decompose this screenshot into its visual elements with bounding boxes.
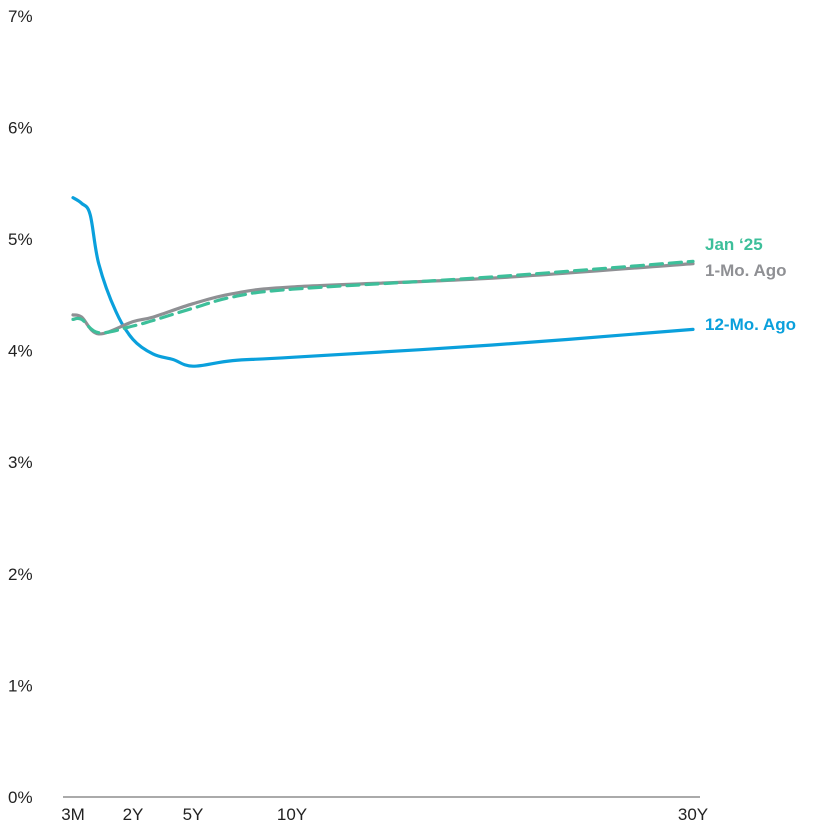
series-line-12-mo-ago: [71, 196, 695, 368]
series-line-jan-25: [71, 259, 695, 335]
y-tick-label: 4%: [8, 342, 33, 361]
y-tick-label: 6%: [8, 118, 33, 137]
series-labels: Jan ‘25 1-Mo. Ago 12-Mo. Ago: [705, 235, 796, 334]
x-tick-label: 10Y: [277, 805, 307, 824]
series-label-12-mo-ago: 12-Mo. Ago: [705, 315, 796, 334]
x-tick-label: 5Y: [183, 805, 204, 824]
y-axis: 0% 1% 2% 3% 4% 5% 6% 7%: [8, 7, 33, 807]
x-tick-label: 2Y: [123, 805, 144, 824]
series-lines: [71, 196, 695, 368]
y-tick-label: 7%: [8, 7, 33, 26]
x-tick-label: 30Y: [678, 805, 708, 824]
y-tick-label: 2%: [8, 565, 33, 584]
series-label-jan-25: Jan ‘25: [705, 235, 763, 254]
series-line-1-mo-ago: [71, 262, 695, 336]
y-tick-label: 0%: [8, 788, 33, 807]
y-tick-label: 5%: [8, 230, 33, 249]
series-label-1-mo-ago: 1-Mo. Ago: [705, 261, 787, 280]
y-tick-label: 1%: [8, 676, 33, 695]
y-tick-label: 3%: [8, 453, 33, 472]
x-tick-label: 3M: [61, 805, 85, 824]
x-axis: 3M 2Y 5Y 10Y 30Y: [61, 805, 708, 824]
